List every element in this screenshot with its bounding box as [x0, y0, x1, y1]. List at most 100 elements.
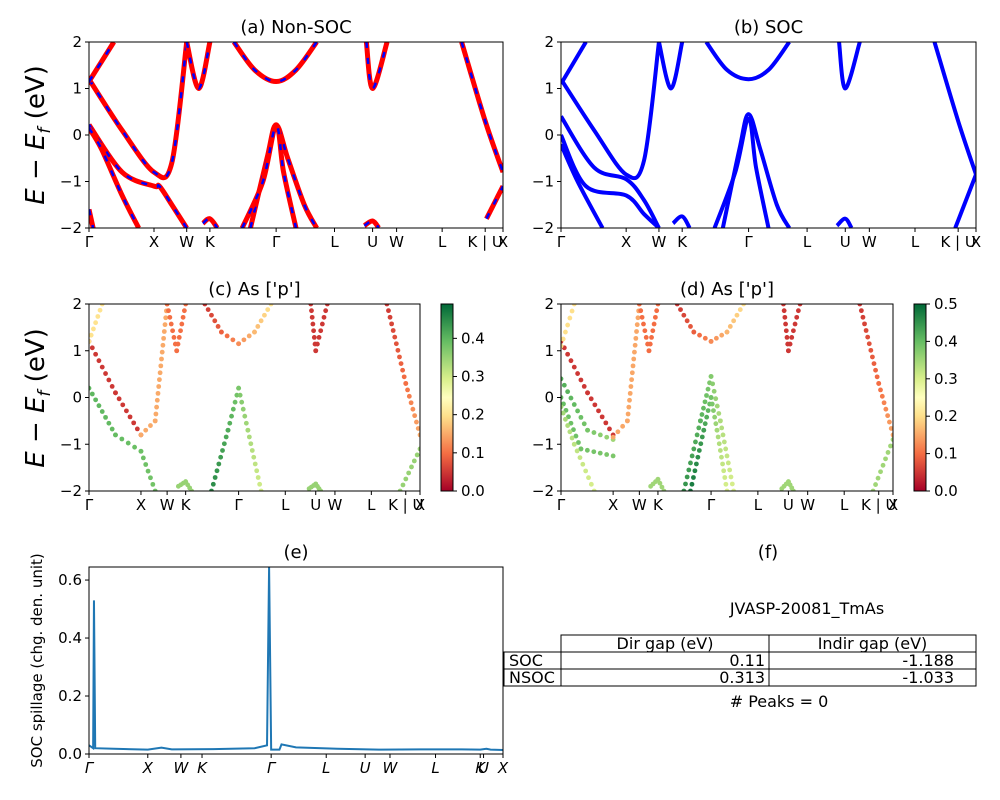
projection-point	[232, 399, 238, 405]
projection-point	[574, 448, 580, 454]
table-row	[503, 668, 977, 687]
x-tick-label: L	[330, 233, 339, 251]
x-tick-label: W	[173, 759, 189, 777]
projection-point	[571, 402, 577, 407]
x-tick-label: X	[621, 233, 631, 251]
x-tick-label: Γ	[557, 233, 566, 251]
band-line-nonsoc	[363, 42, 390, 92]
projection-point	[885, 450, 891, 455]
x-tick-label: Γ	[85, 233, 94, 251]
projection-point	[578, 377, 584, 383]
projection-point	[568, 358, 574, 364]
x-tick-label: W	[328, 496, 343, 514]
projection-point	[400, 367, 406, 373]
y-tick-label: 1	[544, 80, 554, 98]
projection-point	[409, 464, 414, 470]
projection-point	[784, 334, 790, 340]
projection-point	[657, 480, 663, 486]
projection-point	[890, 432, 893, 438]
projection-point	[725, 460, 731, 466]
projection-point	[398, 361, 404, 367]
projection-point	[789, 334, 795, 340]
projection-point	[127, 414, 133, 420]
band-line-soc	[561, 143, 605, 228]
projection-point	[308, 304, 314, 307]
projection-point	[591, 449, 597, 455]
projection-point	[781, 304, 786, 307]
x-tick-label: W	[800, 496, 815, 514]
projection-point	[93, 397, 99, 403]
projection-point	[862, 321, 867, 327]
band-ylabel: E − Ef (eV)	[21, 328, 55, 468]
projection-point	[89, 339, 92, 344]
band-line-nonsoc	[89, 123, 189, 228]
projection-point	[699, 412, 705, 417]
panel-f-title: (f)	[758, 542, 778, 563]
y-tick-label: −1	[60, 435, 82, 453]
projection-point	[152, 488, 158, 491]
projection-point	[268, 304, 274, 307]
y-tick-label: 2	[544, 295, 554, 313]
projection-point	[214, 468, 220, 474]
band-line-soc-overlay	[485, 185, 503, 220]
projection-point	[246, 434, 252, 440]
projection-point	[161, 329, 167, 334]
projection-point	[157, 377, 162, 383]
projection-point	[627, 397, 632, 403]
band-line-soc-overlay	[185, 42, 212, 90]
projection-point	[698, 418, 703, 424]
projection-point	[189, 488, 195, 491]
x-tick-label: W	[652, 233, 667, 251]
projection-point	[140, 455, 146, 461]
projection-point	[245, 427, 251, 433]
projection-point	[125, 440, 131, 446]
projection-point	[652, 314, 658, 320]
projection-point	[106, 420, 112, 426]
projection-point	[408, 400, 414, 406]
projection-point	[239, 399, 245, 405]
x-tick-label: L	[803, 233, 812, 251]
x-tick-label: K | U	[940, 233, 975, 251]
panel-a-title: (a) Non-SOC	[240, 17, 351, 38]
x-tick-label: W	[160, 496, 175, 514]
projection-point	[561, 382, 567, 388]
panel-d-plot-area	[561, 304, 893, 491]
projection-point	[397, 354, 402, 360]
projection-point	[684, 318, 690, 324]
x-tick-label: X	[888, 496, 898, 514]
projection-point	[154, 404, 160, 410]
projection-point	[865, 334, 871, 340]
projection-point	[715, 434, 721, 440]
projection-point	[626, 404, 632, 410]
projection-point	[689, 481, 695, 487]
projection-point	[607, 426, 612, 432]
projection-point	[171, 334, 177, 340]
projection-point	[711, 388, 717, 394]
x-tick-label: Γ	[267, 759, 277, 777]
projection-point	[230, 406, 236, 412]
projection-point	[581, 383, 587, 389]
y-tick-label: 2	[72, 33, 82, 51]
x-tick-label: Γ	[557, 496, 566, 514]
projection-point	[578, 414, 584, 420]
column-header: Indir gap (eV)	[818, 634, 928, 653]
projection-point	[143, 427, 149, 433]
projection-point	[163, 315, 169, 321]
x-tick-label: L	[431, 759, 439, 777]
y-tick-label: 0	[544, 389, 554, 407]
projection-point	[604, 434, 610, 440]
projection-point	[148, 475, 153, 481]
projection-point	[249, 448, 255, 453]
projection-point	[397, 488, 403, 491]
projection-point	[403, 381, 409, 386]
projection-point	[131, 420, 137, 426]
projection-point	[159, 356, 164, 362]
colorbar-tick-label: 0.4	[461, 329, 485, 347]
projection-point	[719, 425, 725, 431]
colorbar-tick-label: 0.1	[461, 444, 485, 462]
projection-point	[252, 461, 258, 467]
projection-point	[148, 423, 153, 428]
projection-point	[868, 347, 874, 353]
panel-c-title: (c) As ['p']	[208, 279, 300, 300]
x-tick-label: X	[971, 233, 981, 251]
